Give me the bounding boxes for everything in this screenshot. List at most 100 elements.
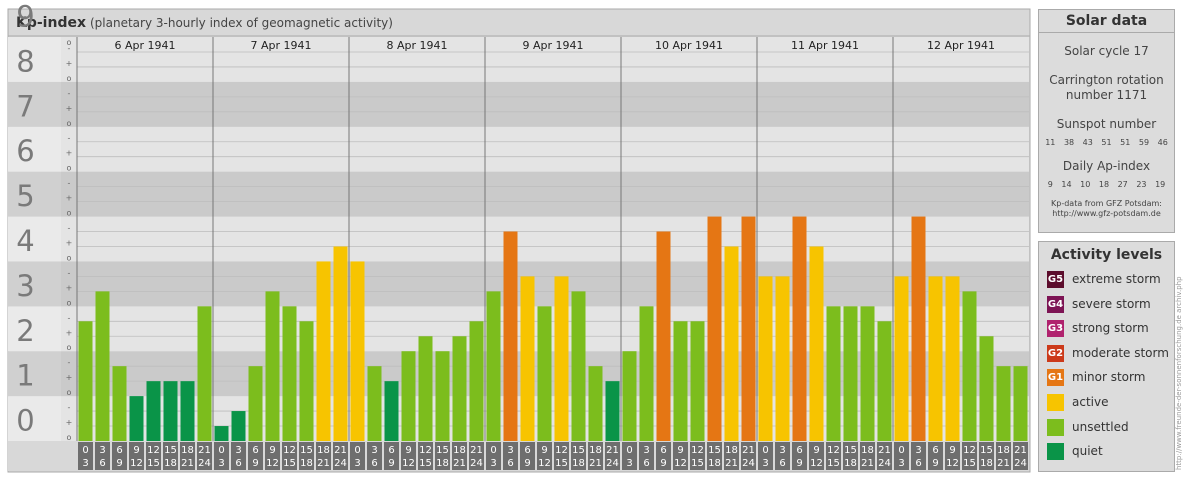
interval-start-label: 0 bbox=[898, 445, 904, 456]
activity-level-label: extreme storm bbox=[1072, 272, 1161, 286]
interval-start-label: 0 bbox=[354, 445, 360, 456]
y-tick-label: 0 bbox=[16, 404, 34, 438]
interval-end-label: 9 bbox=[116, 458, 122, 469]
ap-value: 19 bbox=[1155, 180, 1166, 189]
day-label: 11 Apr 1941 bbox=[791, 39, 859, 52]
interval-end-label: 24 bbox=[742, 458, 755, 469]
kp-bar bbox=[707, 216, 722, 441]
interval-start-label: 6 bbox=[660, 445, 666, 456]
interval-start-label: 18 bbox=[997, 445, 1010, 456]
interval-end-label: 9 bbox=[796, 458, 802, 469]
interval-end-label: 21 bbox=[181, 458, 194, 469]
y-minor-tick: + bbox=[66, 104, 73, 113]
activity-level-swatch bbox=[1047, 393, 1064, 411]
interval-start-label: 15 bbox=[980, 445, 993, 456]
activity-level-swatch: G3 bbox=[1047, 320, 1064, 338]
y-minor-tick: o bbox=[67, 119, 72, 128]
interval-start-label: 15 bbox=[708, 445, 721, 456]
interval-cell bbox=[775, 442, 790, 470]
solar-data-panel: Solar data Solar cycle 17 Carrington rot… bbox=[1038, 9, 1175, 233]
interval-cell bbox=[996, 442, 1011, 470]
interval-cell bbox=[605, 442, 620, 470]
solar-cycle: Solar cycle 17 bbox=[1064, 44, 1149, 58]
interval-start-label: 0 bbox=[762, 445, 768, 456]
sunspot-label: Sunspot number bbox=[1056, 117, 1157, 131]
interval-cell bbox=[367, 442, 382, 470]
kp-bar bbox=[197, 306, 212, 441]
interval-cell bbox=[571, 442, 586, 470]
y-minor-tick: + bbox=[66, 238, 73, 247]
kp-bar bbox=[299, 321, 314, 441]
interval-start-label: 15 bbox=[300, 445, 313, 456]
kp-bar bbox=[1013, 366, 1028, 441]
axis-band bbox=[8, 37, 61, 82]
interval-end-label: 24 bbox=[198, 458, 211, 469]
source-line1: Kp-data from GFZ Potsdam: bbox=[1051, 199, 1162, 208]
day-label: 6 Apr 1941 bbox=[114, 39, 175, 52]
interval-start-label: 0 bbox=[626, 445, 632, 456]
interval-cell bbox=[163, 442, 178, 470]
chart-title: Kp-index bbox=[16, 15, 86, 31]
interval-end-label: 12 bbox=[810, 458, 823, 469]
activity-level-swatch: G5 bbox=[1047, 271, 1064, 288]
interval-end-label: 6 bbox=[99, 458, 105, 469]
watermark-text: http://www.freunde-der-sonnenforschung.d… bbox=[1175, 276, 1183, 470]
kp-bar bbox=[758, 276, 773, 441]
interval-cell bbox=[554, 442, 569, 470]
y-tick-label: 1 bbox=[16, 359, 34, 393]
sunspot-values: 11 38 43 51 51 59 46 bbox=[1039, 138, 1174, 147]
activity-level-row: G4 severe storm bbox=[1039, 293, 1174, 318]
interval-end-label: 3 bbox=[218, 458, 224, 469]
chart-subtitle: (planetary 3-hourly index of geomagnetic… bbox=[90, 16, 393, 30]
activity-level-row: G2 moderate storm bbox=[1039, 342, 1174, 367]
kp-bar bbox=[826, 306, 841, 441]
interval-end-label: 21 bbox=[589, 458, 602, 469]
interval-start-label: 15 bbox=[844, 445, 857, 456]
interval-start-label: 18 bbox=[725, 445, 738, 456]
interval-end-label: 3 bbox=[762, 458, 768, 469]
interval-cell bbox=[282, 442, 297, 470]
kp-bar bbox=[503, 231, 518, 441]
kp-band bbox=[61, 37, 1029, 82]
interval-end-label: 24 bbox=[1014, 458, 1027, 469]
interval-end-label: 3 bbox=[354, 458, 360, 469]
y-minor-tick: + bbox=[66, 418, 73, 427]
kp-bar bbox=[248, 366, 263, 441]
kp-bar bbox=[384, 381, 399, 441]
interval-cell bbox=[350, 442, 365, 470]
kp-bar bbox=[894, 276, 909, 441]
kp-bar bbox=[333, 246, 348, 441]
kp-band bbox=[61, 261, 1029, 307]
interval-end-label: 21 bbox=[997, 458, 1010, 469]
kp-bands bbox=[8, 37, 1029, 441]
interval-end-label: 9 bbox=[524, 458, 530, 469]
interval-cell bbox=[435, 442, 450, 470]
interval-start-label: 6 bbox=[524, 445, 530, 456]
interval-cell bbox=[248, 442, 263, 470]
interval-start-label: 18 bbox=[861, 445, 874, 456]
interval-cell bbox=[146, 442, 161, 470]
interval-end-label: 18 bbox=[708, 458, 721, 469]
kp-bar bbox=[486, 291, 501, 441]
kp-bar bbox=[146, 381, 161, 441]
interval-end-label: 18 bbox=[572, 458, 585, 469]
y-minor-tick: o bbox=[67, 74, 72, 83]
interval-end-label: 6 bbox=[643, 458, 649, 469]
kp-bar bbox=[911, 216, 926, 441]
interval-cell bbox=[792, 442, 807, 470]
kp-bar bbox=[571, 291, 586, 441]
interval-start-label: 9 bbox=[949, 445, 955, 456]
interval-start-label: 6 bbox=[388, 445, 394, 456]
interval-end-label: 18 bbox=[300, 458, 313, 469]
y-minor-tick: - bbox=[68, 358, 71, 367]
interval-start-label: 18 bbox=[317, 445, 330, 456]
interval-start-label: 12 bbox=[691, 445, 704, 456]
interval-start-label: 9 bbox=[813, 445, 819, 456]
kp-bar bbox=[843, 306, 858, 441]
kp-bar bbox=[639, 306, 654, 441]
interval-end-label: 12 bbox=[946, 458, 959, 469]
interval-cell bbox=[452, 442, 467, 470]
kp-bars bbox=[78, 216, 1028, 441]
activity-level-swatch: G1 bbox=[1047, 369, 1064, 387]
